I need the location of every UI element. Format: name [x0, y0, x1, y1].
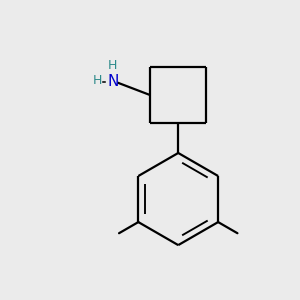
Text: H: H	[93, 74, 102, 87]
Text: H: H	[108, 59, 117, 72]
Text: N: N	[107, 74, 119, 88]
